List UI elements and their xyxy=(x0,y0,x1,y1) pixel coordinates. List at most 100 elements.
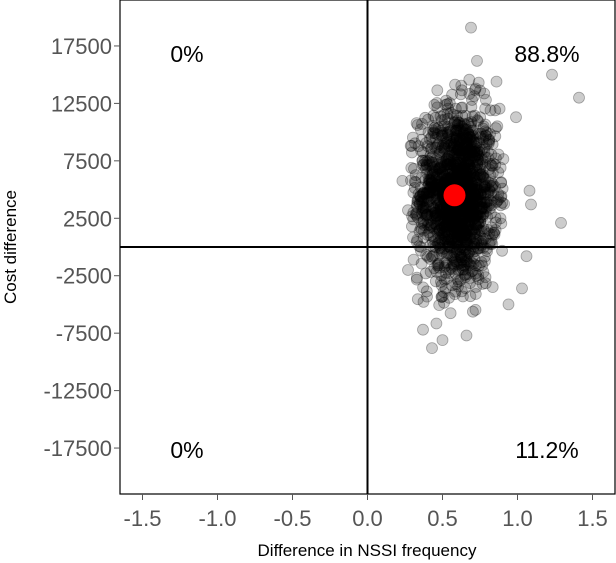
simulation-point xyxy=(460,255,473,268)
simulation-point xyxy=(463,131,476,144)
simulation-point xyxy=(442,102,455,115)
simulation-point xyxy=(451,144,464,157)
simulation-point xyxy=(447,215,460,228)
simulation-point xyxy=(444,157,457,169)
simulation-point xyxy=(457,167,470,180)
simulation-point xyxy=(482,199,495,212)
simulation-point xyxy=(406,131,419,144)
simulation-point xyxy=(431,199,443,212)
simulation-point xyxy=(489,130,502,143)
simulation-point xyxy=(478,225,491,238)
simulation-point xyxy=(461,203,474,216)
simulation-point xyxy=(449,133,462,146)
simulation-point xyxy=(466,129,479,142)
simulation-point xyxy=(439,282,452,295)
simulation-point xyxy=(420,187,433,200)
simulation-point xyxy=(451,230,464,243)
simulation-point xyxy=(468,170,481,182)
simulation-point xyxy=(446,210,458,222)
simulation-point xyxy=(430,194,443,207)
simulation-point xyxy=(438,143,451,156)
simulation-point xyxy=(481,145,494,158)
simulation-point xyxy=(460,148,473,161)
simulation-point xyxy=(426,186,438,199)
simulation-point xyxy=(432,167,445,180)
simulation-point xyxy=(474,191,487,204)
simulation-point xyxy=(497,153,510,166)
simulation-point xyxy=(457,161,470,174)
simulation-point xyxy=(459,119,471,131)
simulation-point xyxy=(422,113,435,126)
simulation-point xyxy=(431,158,444,171)
simulation-point xyxy=(469,218,482,231)
simulation-point xyxy=(437,210,450,223)
simulation-point xyxy=(446,257,459,270)
simulation-point xyxy=(448,221,460,234)
simulation-point xyxy=(469,140,482,153)
simulation-point xyxy=(439,205,452,218)
simulation-point xyxy=(477,266,490,279)
simulation-point xyxy=(465,210,478,223)
simulation-point xyxy=(461,131,474,144)
simulation-point xyxy=(464,118,477,130)
simulation-point xyxy=(456,132,469,145)
simulation-point xyxy=(445,261,458,274)
simulation-point xyxy=(479,102,492,115)
simulation-point xyxy=(453,225,466,238)
simulation-point xyxy=(432,138,445,151)
simulation-point xyxy=(438,242,451,255)
simulation-point xyxy=(445,233,458,246)
simulation-point xyxy=(432,225,445,238)
simulation-point xyxy=(449,148,462,161)
simulation-point xyxy=(410,271,423,284)
simulation-point xyxy=(412,195,425,208)
simulation-point xyxy=(440,256,453,269)
simulation-point xyxy=(457,170,470,183)
simulation-point xyxy=(446,223,459,236)
simulation-point xyxy=(444,215,456,228)
y-tick-label: 2500 xyxy=(63,206,112,231)
simulation-point xyxy=(470,210,482,223)
simulation-point xyxy=(453,219,466,232)
simulation-point xyxy=(470,209,483,222)
simulation-point xyxy=(475,181,488,194)
simulation-point xyxy=(415,171,428,184)
simulation-point xyxy=(465,21,477,34)
simulation-point xyxy=(437,120,450,133)
simulation-point xyxy=(476,277,489,290)
simulation-point xyxy=(441,172,454,185)
simulation-point xyxy=(484,157,496,170)
simulation-point xyxy=(461,142,474,155)
simulation-point xyxy=(487,227,500,240)
simulation-point xyxy=(430,153,443,165)
simulation-point xyxy=(453,165,466,178)
simulation-point xyxy=(459,165,472,178)
simulation-point xyxy=(466,305,479,318)
simulation-point xyxy=(466,94,478,106)
simulation-point xyxy=(442,205,455,218)
simulation-point xyxy=(454,164,467,177)
simulation-point xyxy=(448,236,461,249)
simulation-point xyxy=(444,107,457,119)
simulation-point xyxy=(454,210,467,222)
simulation-point xyxy=(418,219,430,231)
simulation-point xyxy=(466,163,479,176)
x-tick-label: 1.0 xyxy=(502,506,533,531)
simulation-point xyxy=(468,189,481,202)
simulation-point xyxy=(457,231,470,244)
simulation-point xyxy=(450,213,463,226)
simulation-point xyxy=(474,184,487,197)
simulation-point xyxy=(472,217,485,230)
simulation-point xyxy=(449,116,462,129)
simulation-point xyxy=(454,126,467,139)
simulation-point xyxy=(472,259,485,272)
simulation-point xyxy=(439,176,452,189)
simulation-point xyxy=(425,205,438,217)
simulation-point xyxy=(449,227,462,240)
simulation-point xyxy=(457,168,469,181)
simulation-point xyxy=(436,130,449,143)
simulation-point xyxy=(436,334,449,347)
simulation-point xyxy=(426,165,439,178)
simulation-point xyxy=(481,223,494,236)
simulation-point xyxy=(404,139,417,152)
